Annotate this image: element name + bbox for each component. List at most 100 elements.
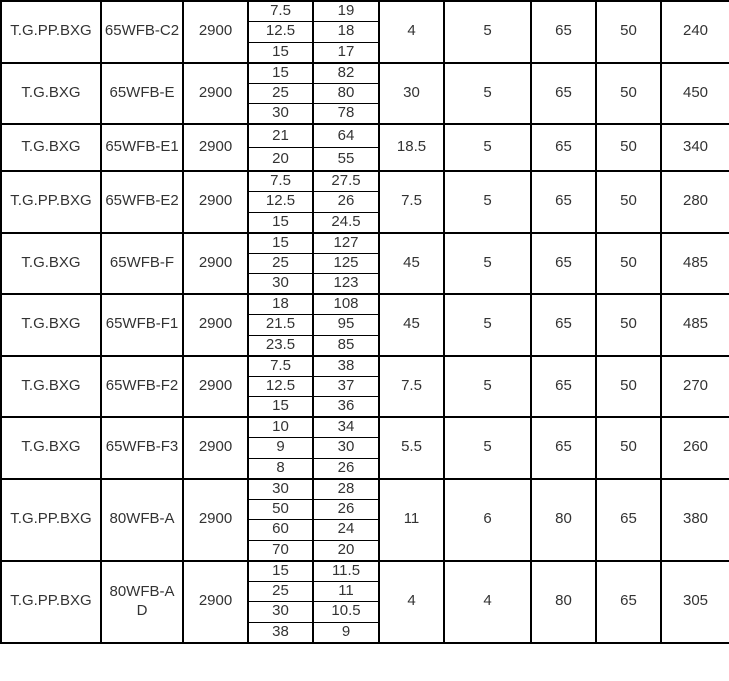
head-cell: 19 [312, 0, 380, 22]
table-row: 9 30 [1, 437, 729, 459]
table-row: T.G.PP.BXG 80WFB-A 2900 30 28 11 6 80 65 380 [0, 477, 729, 561]
material-cell: T.G.PP.BXG [0, 170, 102, 233]
value-cell: 5 [443, 354, 532, 418]
head-cell: 18 [312, 21, 380, 43]
head-cell: 37 [312, 375, 380, 397]
flow-cell: 7.5 [247, 0, 314, 22]
material-cell: T.G.PP.BXG [0, 0, 102, 63]
weight-cell: 240 [660, 0, 729, 63]
inlet-size-cell: 65 [530, 231, 597, 295]
head-cell: 26 [312, 457, 380, 479]
power-cell: 7.5 [378, 354, 445, 418]
table-row: 70 20 [1, 539, 729, 561]
head-cell: 26 [312, 191, 380, 213]
speed-cell: 2900 [182, 0, 249, 63]
flow-cell: 60 [247, 519, 314, 541]
material-cell: T.G.PP.BXG [0, 559, 102, 643]
head-cell: 26 [312, 498, 380, 520]
flow-cell: 9 [247, 437, 314, 459]
speed-cell: 2900 [182, 477, 249, 561]
table-row: 23.5 85 [1, 334, 729, 356]
flow-cell: 15 [247, 396, 314, 418]
inlet-size-cell: 65 [530, 170, 597, 233]
speed-cell: 2900 [182, 416, 249, 479]
material-cell: T.G.BXG [0, 231, 102, 295]
table-row: 12.5 37 [1, 375, 729, 397]
table-row: T.G.BXG 65WFB-F2 2900 7.5 38 7.5 5 65 50 270 [0, 354, 729, 418]
model-cell: 80WFB-A [100, 477, 184, 561]
head-cell: 125 [312, 252, 380, 274]
speed-cell: 2900 [182, 123, 249, 172]
table-row: T.G.PP.BXG 65WFB-C2 2900 7.5 19 4 5 65 50 240 [0, 0, 729, 63]
value-cell: 5 [443, 293, 532, 356]
speed-cell: 2900 [182, 559, 249, 643]
head-cell: 24 [312, 519, 380, 541]
speed-cell: 2900 [182, 354, 249, 418]
flow-cell: 18 [247, 293, 314, 315]
head-cell: 28 [312, 477, 380, 500]
flow-cell: 15 [247, 61, 314, 84]
value-cell: 5 [443, 416, 532, 479]
head-cell: 64 [312, 123, 380, 148]
model-cell: 80WFB-A D [100, 559, 184, 643]
table-row: T.G.PP.BXG 80WFB-A D 2900 15 11.5 4 4 80 65 305 [0, 559, 729, 643]
head-cell: 80 [312, 82, 380, 104]
table-row: 15 36 [1, 396, 729, 418]
outlet-size-cell: 50 [595, 231, 662, 295]
head-cell: 36 [312, 396, 380, 418]
inlet-size-cell: 65 [530, 416, 597, 479]
table-row: 25 80 [1, 82, 729, 104]
value-cell: 5 [443, 231, 532, 295]
power-cell: 18.5 [378, 123, 445, 172]
material-cell: T.G.BXG [0, 293, 102, 356]
table-row: 20 55 [1, 147, 729, 172]
head-cell: 11.5 [312, 559, 380, 582]
outlet-size-cell: 50 [595, 123, 662, 172]
weight-cell: 280 [660, 170, 729, 233]
head-cell: 24.5 [312, 211, 380, 233]
outlet-size-cell: 50 [595, 61, 662, 125]
power-cell: 7.5 [378, 170, 445, 233]
flow-cell: 20 [247, 147, 314, 172]
head-cell: 95 [312, 314, 380, 336]
material-cell: T.G.PP.BXG [0, 477, 102, 561]
flow-cell: 21.5 [247, 314, 314, 336]
speed-cell: 2900 [182, 293, 249, 356]
material-cell: T.G.BXG [0, 354, 102, 418]
head-cell: 27.5 [312, 170, 380, 192]
outlet-size-cell: 65 [595, 477, 662, 561]
head-cell: 11 [312, 580, 380, 602]
speed-cell: 2900 [182, 61, 249, 125]
outlet-size-cell: 50 [595, 170, 662, 233]
table-row: T.G.BXG 65WFB-F1 2900 18 108 45 5 65 50 485 [0, 293, 729, 356]
model-cell: 65WFB-F3 [100, 416, 184, 479]
power-cell: 30 [378, 61, 445, 125]
head-cell: 30 [312, 437, 380, 459]
power-cell: 4 [378, 0, 445, 63]
flow-cell: 15 [247, 559, 314, 582]
head-cell: 10.5 [312, 601, 380, 623]
power-cell: 45 [378, 293, 445, 356]
inlet-size-cell: 65 [530, 293, 597, 356]
flow-cell: 25 [247, 580, 314, 602]
table-row: 60 24 [1, 519, 729, 541]
head-cell: 17 [312, 41, 380, 63]
flow-cell: 50 [247, 498, 314, 520]
inlet-size-cell: 65 [530, 354, 597, 418]
flow-cell: 7.5 [247, 354, 314, 377]
table-row: 38 9 [1, 621, 729, 643]
table-row: 30 123 [1, 273, 729, 295]
table-row: 30 10.5 [1, 601, 729, 623]
flow-cell: 12.5 [247, 375, 314, 397]
model-cell: 65WFB-F [100, 231, 184, 295]
outlet-size-cell: 50 [595, 0, 662, 63]
head-cell: 34 [312, 416, 380, 438]
inlet-size-cell: 65 [530, 123, 597, 172]
flow-cell: 15 [247, 231, 314, 254]
power-cell: 5.5 [378, 416, 445, 479]
flow-cell: 30 [247, 103, 314, 125]
flow-cell: 12.5 [247, 21, 314, 43]
value-cell: 5 [443, 0, 532, 63]
model-cell: 65WFB-E [100, 61, 184, 125]
value-cell: 6 [443, 477, 532, 561]
